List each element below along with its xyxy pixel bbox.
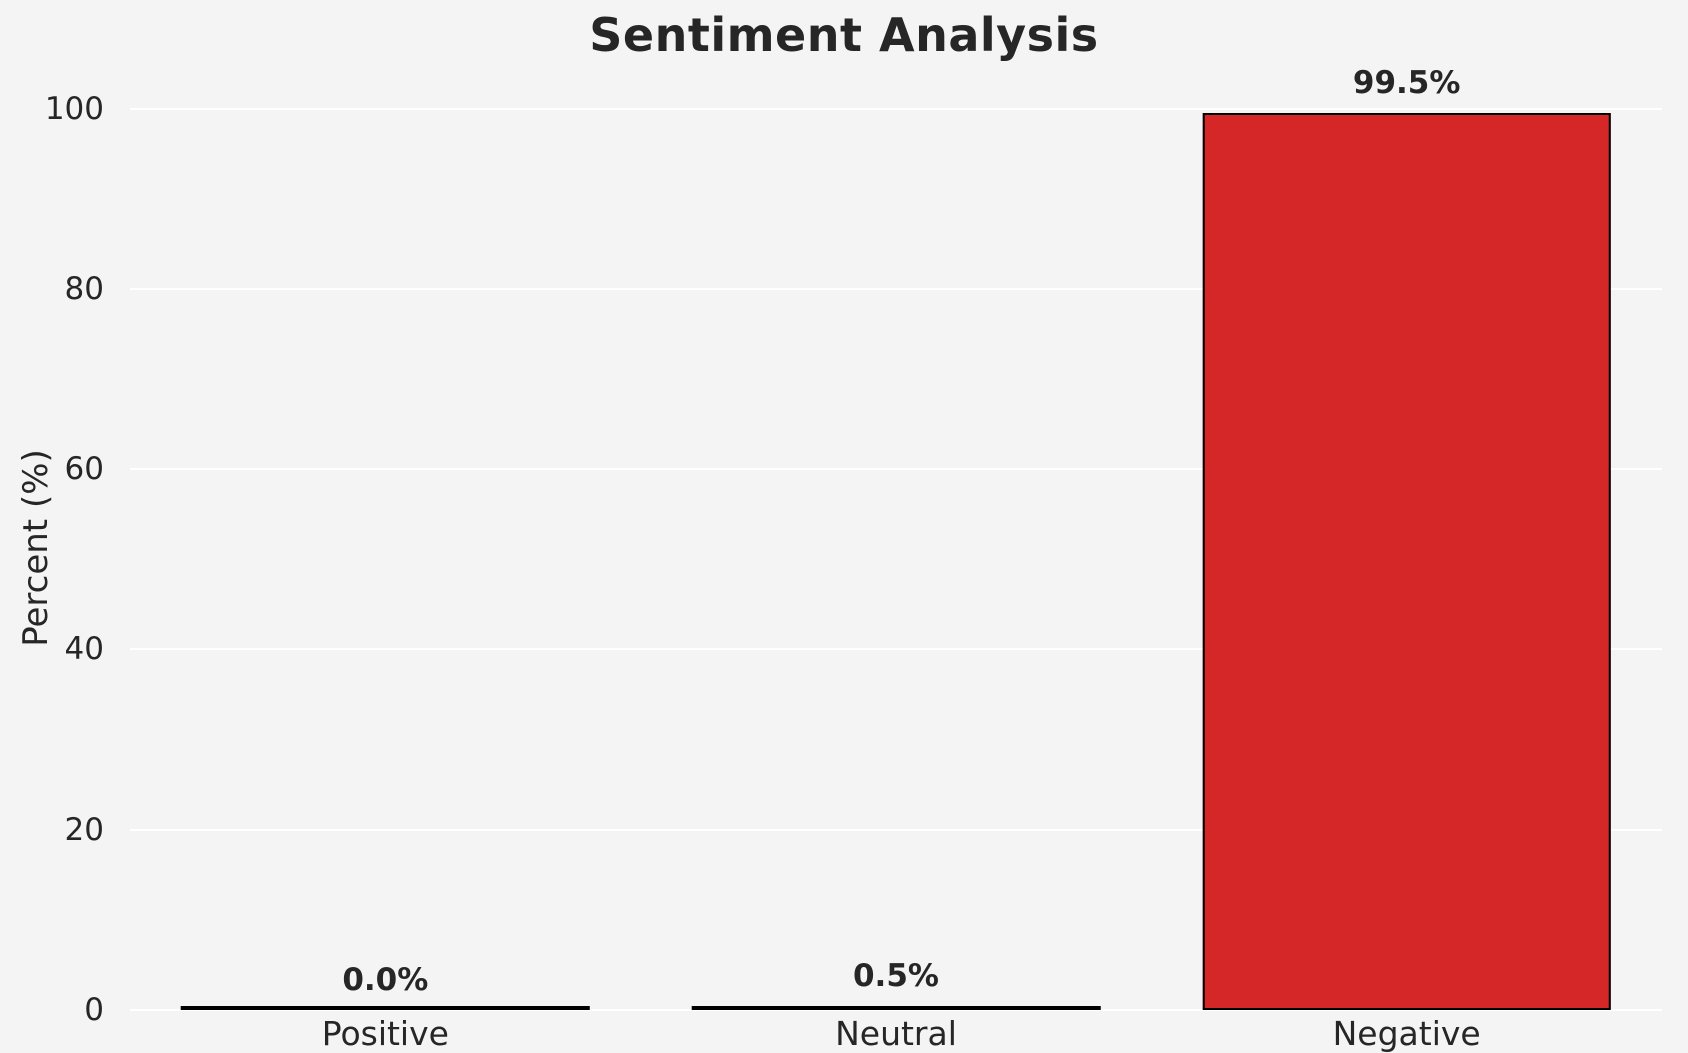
bar-slot-positive: 0.0% bbox=[130, 86, 641, 1010]
y-axis-tick-rail: 0 20 40 60 80 100 bbox=[0, 86, 118, 1028]
y-tick-label-20: 20 bbox=[64, 811, 104, 848]
bar-slot-negative: 99.5% bbox=[1151, 65, 1662, 1010]
gridline-y-0 bbox=[130, 1009, 1662, 1011]
gridline-y-20 bbox=[130, 828, 1662, 831]
bar-slot-neutral: 0.5% bbox=[641, 86, 1152, 1010]
bar-negative bbox=[1202, 113, 1611, 1010]
y-tick-label-80: 80 bbox=[64, 270, 104, 307]
x-axis-tick-rail: Positive Neutral Negative bbox=[130, 1014, 1662, 1053]
x-tick-label-positive: Positive bbox=[321, 1014, 449, 1053]
bar-value-label-positive: 0.0% bbox=[342, 962, 429, 998]
gridline-y-40 bbox=[130, 648, 1662, 651]
bar-value-label-neutral: 0.5% bbox=[852, 957, 939, 994]
x-tick-label-neutral: Neutral bbox=[835, 1014, 957, 1053]
x-tick-label-negative: Negative bbox=[1332, 1014, 1481, 1053]
gridline-y-100 bbox=[130, 107, 1662, 110]
plot-area: 0.0% 0.5% 99.5% bbox=[130, 65, 1662, 1011]
chart-title: Sentiment Analysis bbox=[589, 8, 1099, 62]
bar-neutral bbox=[691, 1005, 1101, 1010]
bar-positive bbox=[181, 1006, 590, 1010]
y-tick-label-40: 40 bbox=[64, 631, 104, 668]
gridline-y-80 bbox=[130, 287, 1662, 290]
y-tick-label-0: 0 bbox=[84, 992, 104, 1028]
y-tick-label-100: 100 bbox=[44, 90, 104, 127]
bar-value-label-negative: 99.5% bbox=[1352, 65, 1461, 102]
y-tick-label-60: 60 bbox=[64, 451, 104, 488]
gridline-y-60 bbox=[130, 468, 1662, 471]
